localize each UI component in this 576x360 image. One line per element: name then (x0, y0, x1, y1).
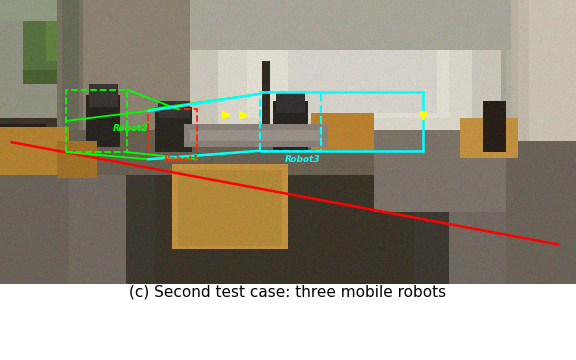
Bar (66, 90, 127, 152)
Bar (148, 109, 197, 159)
Text: Robot3: Robot3 (285, 155, 321, 164)
Text: Robot1: Robot1 (164, 155, 200, 164)
Bar (260, 93, 321, 151)
Text: (c) Second test case: three mobile robots: (c) Second test case: three mobile robot… (130, 285, 446, 300)
Text: Robot2: Robot2 (112, 124, 148, 133)
